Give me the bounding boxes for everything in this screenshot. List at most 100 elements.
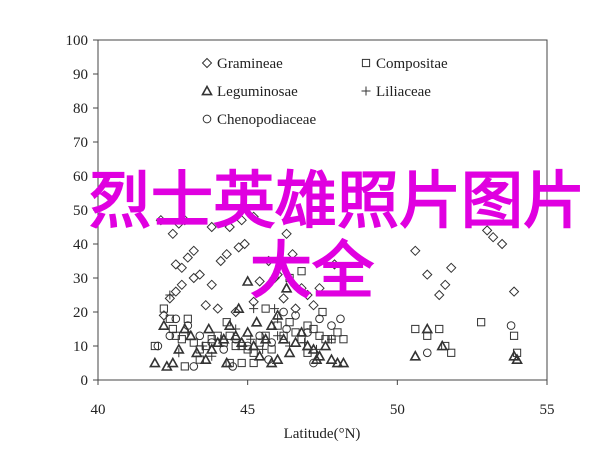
legend-item-gramineae: Gramineae — [217, 56, 283, 72]
point-gramineae — [269, 272, 280, 284]
point-liliaceae — [312, 344, 322, 354]
point-leguminosae — [271, 353, 284, 365]
point-compositae — [177, 335, 186, 344]
point-gramineae — [182, 252, 194, 263]
point-gramineae — [170, 286, 182, 297]
point-gramineae — [230, 306, 241, 318]
point-chenopodiaceae — [279, 307, 288, 317]
point-leguminosae — [331, 356, 344, 368]
point-leguminosae — [283, 346, 296, 358]
point-leguminosae — [149, 356, 161, 368]
point-chenopodiaceae — [165, 331, 175, 341]
legend-marker-liliaceae — [361, 86, 371, 96]
point-gramineae — [212, 303, 223, 314]
point-leguminosae — [184, 329, 197, 341]
y-tick-label: 10 — [73, 339, 88, 355]
point-leguminosae — [190, 346, 203, 358]
point-leguminosae — [337, 356, 350, 368]
x-tick-label: 40 — [91, 402, 106, 418]
point-liliaceae — [174, 348, 184, 358]
point-gramineae — [254, 276, 265, 287]
point-gramineae — [167, 228, 179, 240]
legend-item-chenopodiaceae: Chenopodiaceae — [217, 112, 316, 128]
x-tick-label: 55 — [540, 402, 555, 418]
point-chenopodiaceae — [183, 321, 193, 330]
point-leguminosae — [232, 302, 245, 314]
point-leguminosae — [301, 339, 314, 351]
point-chenopodiaceae — [219, 345, 229, 354]
point-leguminosae — [250, 316, 263, 327]
point-liliaceae — [198, 341, 208, 351]
point-liliaceae — [270, 304, 280, 314]
point-gramineae — [410, 245, 421, 257]
y-tick-label: 90 — [73, 67, 88, 83]
point-gramineae — [487, 231, 499, 243]
data-points — [149, 211, 523, 371]
y-tick-label: 20 — [73, 305, 88, 321]
y-tick-label: 40 — [73, 237, 88, 253]
point-liliaceae — [273, 331, 283, 341]
y-tick-label: 80 — [73, 101, 88, 117]
point-compositae — [168, 324, 177, 334]
y-tick-label: 100 — [66, 33, 89, 49]
point-gramineae — [290, 303, 301, 314]
point-leguminosae — [199, 353, 212, 365]
point-gramineae — [200, 299, 211, 311]
point-chenopodiaceae — [189, 362, 199, 371]
legend-item-compositae: Compositae — [376, 56, 448, 72]
point-chenopodiaceae — [282, 324, 291, 334]
point-chenopodiaceae — [243, 341, 252, 351]
point-compositae — [285, 318, 294, 327]
point-compositae — [297, 267, 306, 276]
point-gramineae — [434, 289, 445, 301]
x-axis-label: Latitude(°N) — [284, 426, 361, 442]
x-tick-label: 45 — [240, 402, 255, 418]
point-compositae — [333, 328, 342, 337]
point-chenopodiaceae — [207, 338, 217, 347]
point-gramineae — [179, 214, 191, 226]
point-chenopodiaceae — [327, 321, 336, 330]
point-compositae — [318, 307, 327, 317]
point-compositae — [261, 331, 270, 340]
point-liliaceae — [249, 304, 259, 314]
point-leguminosae — [265, 319, 278, 331]
y-tick-label: 60 — [73, 169, 88, 185]
point-gramineae — [239, 238, 250, 250]
point-leguminosae — [319, 339, 332, 351]
point-chenopodiaceae — [231, 334, 241, 344]
point-gramineae — [278, 293, 289, 304]
y-tick-label: 70 — [73, 135, 88, 151]
point-liliaceae — [207, 351, 217, 361]
point-chenopodiaceae — [506, 321, 516, 330]
point-leguminosae — [511, 353, 523, 365]
y-tick-label: 0 — [81, 373, 89, 389]
point-leguminosae — [421, 322, 434, 334]
point-leguminosae — [259, 333, 272, 344]
point-chenopodiaceae — [195, 331, 205, 341]
point-compositae — [435, 324, 444, 334]
point-gramineae — [302, 289, 313, 301]
point-chenopodiaceae — [228, 362, 238, 371]
point-gramineae — [496, 238, 508, 250]
point-compositae — [237, 358, 246, 368]
legend-marker-leguminosae — [201, 84, 213, 96]
point-leguminosae — [277, 333, 290, 344]
point-gramineae — [188, 245, 199, 257]
point-gramineae — [206, 279, 217, 291]
point-gramineae — [287, 248, 298, 260]
point-gramineae — [446, 262, 457, 274]
point-compositae — [183, 314, 192, 323]
point-chenopodiaceae — [171, 314, 181, 324]
point-leguminosae — [280, 282, 293, 293]
plot-area — [97, 39, 548, 381]
legend-item-leguminosae: Leguminosae — [217, 84, 298, 100]
point-liliaceae — [165, 290, 175, 300]
point-leguminosae — [229, 329, 242, 341]
point-compositae — [339, 335, 348, 344]
point-leguminosae — [220, 356, 233, 368]
point-gramineae — [164, 293, 176, 304]
point-liliaceae — [246, 334, 256, 344]
point-compositae — [267, 345, 276, 354]
point-leguminosae — [265, 356, 278, 368]
point-chenopodiaceae — [309, 358, 318, 368]
